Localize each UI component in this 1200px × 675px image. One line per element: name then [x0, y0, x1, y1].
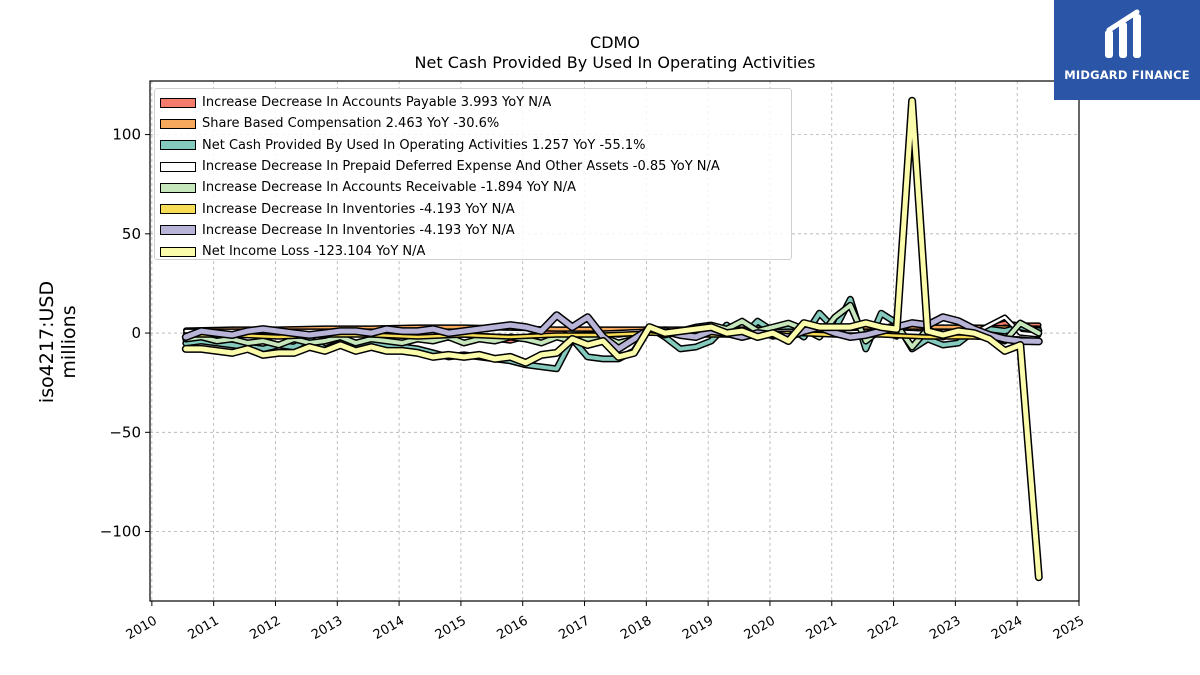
legend-swatch	[160, 182, 196, 193]
chart-title: CDMO	[590, 33, 640, 52]
x-tick-label: 2017	[556, 613, 592, 643]
y-tick-label: −50	[109, 423, 141, 441]
legend-item-inventories-2: Increase Decrease In Inventories -4.193 …	[155, 220, 791, 241]
legend-item-prepaid-expense: Increase Decrease In Prepaid Deferred Ex…	[155, 156, 791, 177]
y-tick-label: 50	[122, 225, 141, 243]
legend-item-accounts-receivable: Increase Decrease In Accounts Receivable…	[155, 177, 791, 198]
x-tick-label: 2011	[186, 613, 222, 643]
x-tick-label: 2018	[618, 613, 654, 643]
legend-label: Increase Decrease In Inventories -4.193 …	[202, 222, 515, 238]
y-axis-ticks: 100 50 0 −50 −100	[100, 126, 150, 541]
plot-frame	[149, 80, 1080, 602]
chart-subtitle: Net Cash Provided By Used In Operating A…	[415, 53, 816, 72]
x-tick-label: 2025	[1051, 613, 1087, 643]
legend-swatch	[160, 161, 196, 172]
legend-label: Increase Decrease In Accounts Receivable…	[202, 180, 576, 196]
chart-legend: Increase Decrease In Accounts Payable 3.…	[154, 88, 792, 260]
legend-swatch	[160, 140, 196, 151]
series-line-7	[183, 98, 1042, 580]
y-axis-label: iso4217:USD	[36, 281, 58, 403]
legend-label: Increase Decrease In Prepaid Deferred Ex…	[202, 159, 720, 175]
legend-swatch	[160, 118, 196, 129]
legend-item-inventories: Increase Decrease In Inventories -4.193 …	[155, 198, 791, 219]
x-tick-label: 2014	[371, 613, 407, 643]
legend-item-net-cash-operating: Net Cash Provided By Used In Operating A…	[155, 135, 791, 156]
x-tick-label: 2024	[989, 613, 1025, 643]
legend-label: Net Cash Provided By Used In Operating A…	[202, 137, 646, 153]
series-layer	[181, 96, 1043, 582]
y-axis-label-units: millions	[58, 305, 80, 378]
x-tick-label: 2013	[309, 613, 345, 643]
legend-label: Increase Decrease In Accounts Payable 3.…	[202, 95, 552, 111]
legend-item-net-income-loss: Net Income Loss -123.104 YoY N/A	[155, 241, 791, 262]
brand-logo: MIDGARD FINANCE	[1054, 0, 1200, 100]
x-tick-label: 2015	[433, 613, 469, 643]
y-tick-label: 0	[131, 324, 141, 342]
x-axis-ticks: 2010 2011 2012 2013 2014 2015 2016 2017 2018 2019…	[124, 601, 1087, 643]
legend-item-accounts-payable: Increase Decrease In Accounts Payable 3.…	[155, 92, 791, 113]
x-tick-label: 2023	[927, 613, 963, 643]
y-tick-label: −100	[100, 523, 141, 541]
legend-label: Share Based Compensation 2.463 YoY -30.6…	[202, 116, 500, 132]
x-tick-label: 2021	[804, 613, 840, 643]
x-tick-label: 2019	[680, 613, 716, 643]
legend-label: Increase Decrease In Inventories -4.193 …	[202, 201, 515, 217]
x-tick-label: 2010	[124, 613, 160, 643]
legend-swatch	[160, 97, 196, 108]
legend-swatch	[160, 246, 196, 257]
legend-swatch	[160, 204, 196, 215]
x-tick-label: 2012	[247, 613, 283, 643]
legend-label: Net Income Loss -123.104 YoY N/A	[202, 244, 426, 260]
y-tick-label: 100	[112, 126, 141, 144]
legend-item-share-based-compensation: Share Based Compensation 2.463 YoY -30.6…	[155, 113, 791, 134]
x-tick-label: 2016	[495, 613, 531, 643]
x-tick-label: 2020	[742, 613, 778, 643]
brand-mark-icon	[1105, 9, 1141, 58]
brand-name: MIDGARD FINANCE	[1064, 68, 1190, 82]
x-tick-label: 2022	[865, 613, 901, 643]
legend-swatch	[160, 225, 196, 236]
